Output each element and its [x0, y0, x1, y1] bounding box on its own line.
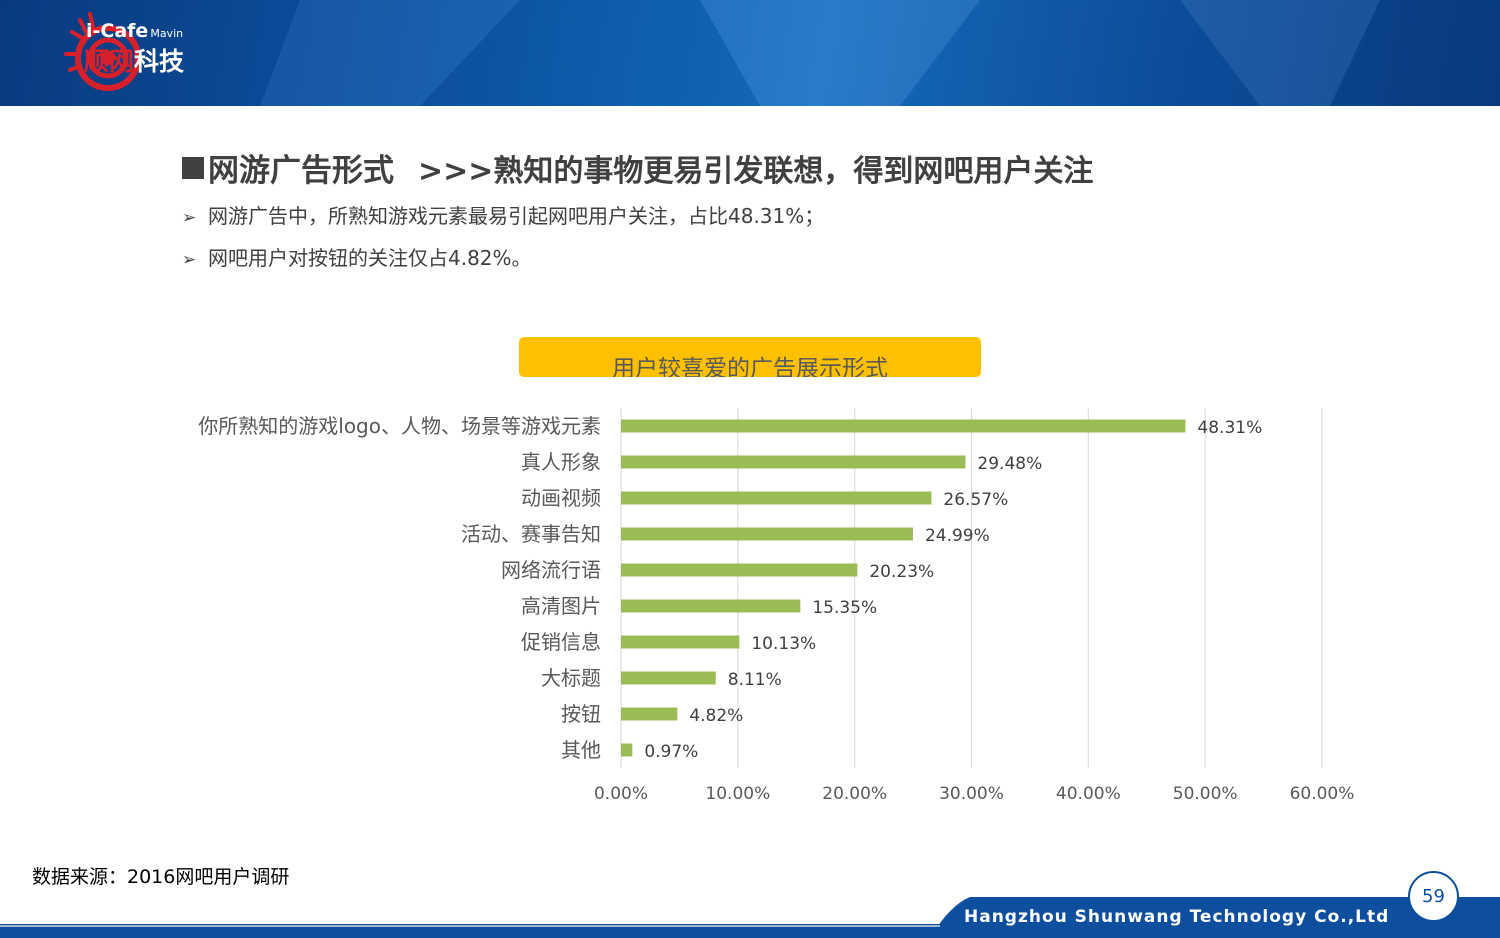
header-banner — [0, 0, 1500, 106]
bullet-item: ➢ 网游广告中，所熟知游戏元素最易引起网吧用户关注，占比48.31%； — [182, 200, 824, 229]
heading-square-icon — [182, 157, 204, 179]
x-tick-label: 20.00% — [822, 784, 887, 804]
company-logo — [60, 10, 300, 96]
chart-title-box: 用户较喜爱的广告展示形式 — [519, 337, 981, 377]
page-number: 59 — [1422, 886, 1445, 907]
x-tick-label: 10.00% — [705, 784, 770, 804]
footer-bar — [0, 897, 1500, 938]
arrow-bullet-icon: ➢ — [182, 208, 197, 228]
data-label: 29.48% — [977, 454, 1042, 474]
bar — [621, 707, 678, 721]
banner-pattern — [0, 0, 1500, 106]
category-label: 网络流行语 — [501, 558, 601, 582]
page-number-badge: 59 — [1408, 871, 1459, 922]
x-tick-label: 0.00% — [594, 784, 648, 804]
bar-chart: 0.00% 10.00% 20.00% 30.00% 40.00% 50.00% 60.00… — [198, 408, 1355, 804]
data-label: 4.82% — [689, 706, 743, 726]
data-label: 15.35% — [812, 598, 877, 618]
logo-chinese-name: 顺网科技 — [84, 42, 184, 78]
category-label: 你所熟知的游戏logo、人物、场景等游戏元素 — [198, 414, 601, 438]
data-label: 26.57% — [943, 490, 1008, 510]
bar — [621, 491, 932, 505]
bar — [621, 419, 1186, 433]
bullet-text: 网吧用户对按钮的关注仅占4.82%。 — [208, 246, 532, 270]
logo-wordmark: i-Cafe Mavin — [86, 20, 183, 42]
category-label: 动画视频 — [521, 486, 601, 510]
chart-title: 用户较喜爱的广告展示形式 — [612, 356, 888, 377]
footer-company: Hangzhou Shunwang Technology Co.,Ltd — [964, 907, 1390, 927]
bar — [621, 527, 913, 541]
bar — [621, 635, 740, 649]
data-label: 20.23% — [869, 562, 934, 582]
data-label: 24.99% — [925, 526, 990, 546]
x-tick-label: 30.00% — [939, 784, 1004, 804]
category-label: 其他 — [561, 738, 601, 762]
category-label: 活动、赛事告知 — [461, 522, 601, 546]
category-label: 大标题 — [541, 666, 601, 690]
bar — [621, 455, 966, 469]
data-label: 48.31% — [1197, 418, 1262, 438]
heading-subtitle: >>>熟知的事物更易引发联想，得到网吧用户关注 — [418, 154, 1094, 189]
logo-cn-red: 顺网 — [84, 47, 135, 76]
category-label: 按钮 — [561, 702, 601, 726]
logo-wordmark-main: i-Cafe — [86, 20, 149, 42]
category-label: 促销信息 — [521, 630, 601, 654]
heading-title: 网游广告形式 — [208, 153, 394, 189]
bar — [621, 671, 716, 685]
logo-wordmark-small: Mavin — [150, 27, 184, 40]
bar — [621, 563, 858, 577]
x-tick-label: 40.00% — [1056, 784, 1121, 804]
data-label: 10.13% — [751, 634, 816, 654]
page-heading: 网游广告形式 >>>熟知的事物更易引发联想，得到网吧用户关注 — [182, 145, 1093, 190]
data-source-note: 数据来源：2016网吧用户调研 — [32, 866, 290, 888]
bar — [621, 743, 633, 757]
bar — [621, 599, 801, 613]
x-tick-label: 60.00% — [1290, 784, 1355, 804]
data-label: 0.97% — [644, 742, 698, 762]
arrow-bullet-icon: ➢ — [182, 250, 197, 270]
logo-cn-white: 科技 — [134, 47, 185, 76]
category-label: 高清图片 — [521, 594, 601, 618]
logo-target-icon — [64, 12, 140, 91]
bullet-text: 网游广告中，所熟知游戏元素最易引起网吧用户关注，占比48.31%； — [208, 204, 825, 228]
bullet-item: ➢ 网吧用户对按钮的关注仅占4.82%。 — [182, 242, 532, 271]
x-tick-label: 50.00% — [1173, 784, 1238, 804]
data-label: 8.11% — [728, 670, 782, 690]
category-label: 真人形象 — [521, 450, 601, 474]
